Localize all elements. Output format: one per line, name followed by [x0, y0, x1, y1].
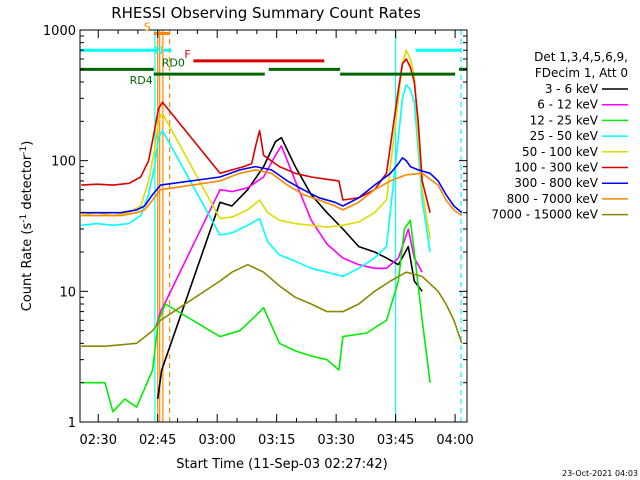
render-timestamp: 23-Oct-2021 04:03: [562, 469, 638, 478]
y-tick-label-100: 100: [51, 155, 76, 170]
y-axis-label: Count Rate (s-1 detector-1): [19, 141, 35, 312]
axes: 1 10 100 1000 02:30 02:45 03:00 03:15 03:30 03:45…: [43, 24, 474, 448]
legend-label-7000-15000-kev: 7000 - 15000 keV: [491, 208, 598, 222]
series-line-6-12-kev: [155, 145, 423, 326]
series-line-800-7000-kev: [81, 169, 463, 217]
series-line-100-300-kev: [81, 58, 431, 213]
overlay-label-n: N: [155, 44, 163, 57]
series-line-300-800-kev: [81, 157, 463, 214]
series-line-25-50-kev: [81, 84, 431, 278]
plot-frame: [79, 29, 468, 423]
legend-header-line-1: Det 1,3,4,5,6,9,: [534, 50, 628, 64]
x-tick-label-03-45: 03:45: [377, 433, 414, 448]
y-label-part-1: Count Rate (s: [20, 223, 35, 312]
series-line-7000-15000-kev: [81, 263, 463, 348]
y-tick-label-10: 10: [59, 285, 76, 300]
legend-label-25-50-kev: 25 - 50 keV: [530, 129, 599, 143]
x-tick-label-02-45: 02:45: [139, 433, 176, 448]
y-label-part-2: detector: [20, 154, 35, 214]
legend-header-line-2: FDecim 1, Att 0: [535, 66, 628, 80]
legend-label-6-12-kev: 6 - 12 keV: [537, 98, 599, 112]
legend-label-12-25-kev: 12 - 25 keV: [530, 113, 599, 127]
x-tick-label-04-00: 04:00: [436, 433, 473, 448]
y-tick-label-1: 1: [68, 416, 76, 431]
y-label-exp-2: -1: [19, 146, 29, 155]
overlay-label-f: F: [184, 48, 190, 61]
series-line-12-25-kev: [81, 219, 431, 413]
x-tick-label-03-30: 03:30: [317, 433, 354, 448]
chart-title: RHESSI Observing Summary Count Rates: [111, 4, 421, 22]
series-line-50-100-kev: [81, 49, 431, 240]
y-label-exp-1: -1: [19, 214, 29, 223]
legend-label-100-300-kev: 100 - 300 keV: [514, 161, 598, 175]
overlay-label-rd0: RD0: [162, 56, 185, 69]
overlay-label-s: S: [144, 21, 151, 34]
y-tick-label-1000: 1000: [43, 24, 76, 39]
legend-label-800-7000-kev: 800 - 7000 keV: [507, 192, 599, 206]
overlay-label-rd4: RD4: [130, 74, 153, 87]
x-tick-label-03-15: 03:15: [258, 433, 295, 448]
series-line-3-6-kev: [156, 136, 423, 400]
legend-label-3-6-kev: 3 - 6 keV: [545, 82, 599, 96]
x-axis-label: Start Time (11-Sep-03 02:27:42): [176, 457, 387, 472]
legend-label-300-800-kev: 300 - 800 keV: [514, 176, 598, 190]
legend-label-50-100-kev: 50 - 100 keV: [522, 145, 599, 159]
y-label-part-3: ): [20, 141, 35, 146]
x-tick-label-03-00: 03:00: [198, 433, 235, 448]
legend: Det 1,3,4,5,6,9, FDecim 1, Att 0 3 - 6 k…: [491, 50, 628, 222]
x-tick-label-02-30: 02:30: [80, 433, 117, 448]
